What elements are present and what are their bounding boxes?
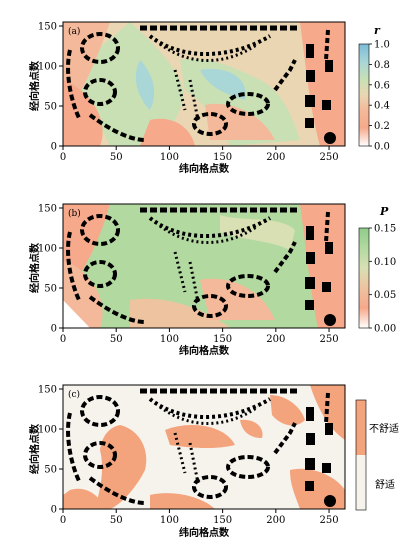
x-tick-label: 0 [60,515,66,526]
panel-b: (b) 0 50 100 150 200 250 0 50 100 150 纬向格点数 经向格点数… [28,203,396,357]
y-tick-label: 0 [51,142,57,153]
category-label-comfortable: 舒适 [375,478,395,491]
x-tick-label: 250 [319,152,338,163]
colorbar-tick-label: 0.0 [374,142,390,153]
category-swatch-uncomfortable [356,400,366,455]
buildings-c [66,388,336,507]
buildings-b [66,207,336,326]
x-tick-label: 50 [110,152,123,163]
colorbar-b: 0.00 0.05 0.10 0.15 P [358,205,396,335]
y-tick-label: 0 [51,324,57,335]
x-tick-label: 150 [213,334,232,345]
y-tick-label: 100 [38,244,57,255]
y-tick-label: 150 [38,385,57,396]
x-tick-label: 100 [160,152,179,163]
plot-frame-c [62,384,346,510]
x-tick-label: 150 [213,515,232,526]
x-tick-label: 50 [110,334,123,345]
plot-frame-b [62,203,346,329]
x-tick-label: 150 [213,152,232,163]
panel-label-a: (a) [68,26,80,37]
colorbar-tick-label: 0.00 [374,324,396,335]
x-tick-label: 200 [266,152,285,163]
colorbar-title-a: r [374,24,381,37]
colorbar-tick-label: 1.0 [374,40,390,51]
x-tick-label: 0 [60,334,66,345]
y-tick-label: 100 [38,62,57,73]
category-legend-c: 不舒适 舒适 [355,399,399,511]
category-label-uncomfortable: 不舒适 [369,422,399,435]
x-tick-label: 100 [160,515,179,526]
x-tick-label: 200 [266,334,285,345]
colorbar-title-b: P [379,205,389,218]
y-tick-label: 50 [44,102,57,113]
x-axis-title-a: 纬向格点数 [179,162,230,175]
buildings-a [66,25,336,144]
ticks-c: 0 50 100 150 200 250 0 50 100 150 [38,385,339,527]
plot-frame-a [62,21,346,147]
y-tick-label: 50 [44,284,57,295]
x-tick-label: 100 [160,334,179,345]
y-tick-label: 100 [38,425,57,436]
y-tick-label: 50 [44,465,57,476]
category-swatch-comfortable [356,455,366,510]
y-tick-label: 0 [51,505,57,516]
panel-c: (c) 0 50 100 150 200 250 0 50 100 150 纬向格点数 经向格点数… [28,384,399,539]
y-axis-title-c: 经向格点数 [28,423,41,474]
x-axis-title-b: 纬向格点数 [179,344,230,357]
ticks-a: 0 50 100 150 200 250 0 50 100 150 [38,22,339,164]
x-tick-label: 250 [319,334,338,345]
x-tick-label: 200 [266,515,285,526]
y-axis-title-a: 经向格点数 [28,60,41,111]
heatmap-c [63,385,345,509]
colorbar-tick-label: 0.2 [374,121,390,132]
colorbar-tick-label: 0.4 [374,101,390,112]
ticks-b: 0 50 100 150 200 250 0 50 100 150 [38,204,339,346]
y-axis-title-b: 经向格点数 [28,242,41,293]
colorbar-a: 0.0 0.2 0.4 0.6 0.8 1.0 r [358,24,390,153]
y-tick-label: 150 [38,204,57,215]
colorbar-tick-label: 0.8 [374,60,390,71]
colorbar-tick-label: 0.10 [374,257,396,268]
x-tick-label: 50 [110,515,123,526]
colorbar-tick-label: 0.05 [374,290,396,301]
x-tick-label: 250 [319,515,338,526]
x-axis-title-c: 纬向格点数 [179,526,230,539]
colorbar-tick-label: 0.6 [374,80,390,91]
panel-label-c: (c) [68,389,80,400]
y-tick-label: 150 [38,22,57,33]
colorbar-tick-label: 0.15 [374,224,396,235]
colorbar-ticks-b: 0.00 0.05 0.10 0.15 [369,224,396,335]
panel-label-b: (b) [68,208,81,219]
colorbar-ticks-a: 0.0 0.2 0.4 0.6 0.8 1.0 [369,40,390,153]
x-tick-label: 0 [60,152,66,163]
panel-a: (a) 0 50 100 150 200 250 0 50 100 150 纬向格点数 经向格点数… [28,21,390,175]
